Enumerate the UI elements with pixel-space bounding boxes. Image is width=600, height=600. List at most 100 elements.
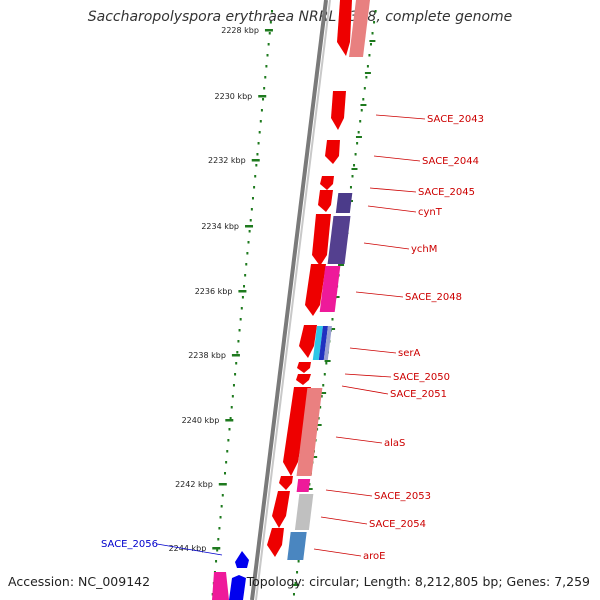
ruler-dot [225, 461, 228, 464]
gene-feature[interactable] [294, 494, 314, 530]
gene-feature[interactable] [229, 575, 246, 600]
gene-feature[interactable] [337, 0, 352, 56]
ruler-dot [323, 373, 326, 376]
gene-feature[interactable] [279, 476, 293, 490]
gene-feature[interactable] [305, 264, 326, 316]
ruler-dot [255, 164, 258, 167]
gene-label-leader [156, 543, 223, 556]
ruler-tick [315, 424, 322, 426]
gene-feature[interactable] [212, 572, 229, 600]
ruler-dot [369, 43, 372, 46]
scale-label: 2240 kbp [182, 416, 220, 425]
gene-label[interactable]: SACE_2043 [427, 114, 484, 125]
gene-feature[interactable] [318, 190, 333, 212]
gene-feature[interactable] [296, 388, 323, 476]
scale-label: 2242 kbp [175, 480, 213, 489]
ruler-dot [270, 10, 273, 13]
ruler-dot [297, 560, 300, 563]
ruler-dot [264, 76, 267, 79]
gene-label[interactable]: serA [398, 348, 420, 359]
gene-feature[interactable] [323, 326, 332, 360]
gene-feature[interactable] [297, 362, 311, 373]
gene-label[interactable]: SACE_2044 [422, 156, 479, 167]
gene-label[interactable]: SACE_2048 [405, 292, 462, 303]
ruler-tick [364, 72, 371, 74]
gene-feature[interactable] [296, 374, 311, 385]
ruler-dot [231, 395, 234, 398]
scale-tick [245, 225, 254, 228]
gene-feature[interactable] [312, 326, 323, 360]
scale-tick [231, 354, 240, 357]
ruler-dot [215, 560, 218, 563]
scale-label: 2232 kbp [208, 156, 246, 165]
scale-label: 2236 kbp [195, 287, 233, 296]
gene-label[interactable]: alaS [384, 438, 405, 449]
ruler-dot [269, 21, 272, 24]
ruler-dot [258, 131, 261, 134]
gene-label-leader [341, 385, 389, 395]
reverse-strand-genes [212, 551, 249, 600]
gene-label[interactable]: ychM [411, 244, 437, 255]
ruler-dot [236, 351, 239, 354]
gene-label-leader [344, 373, 392, 378]
ruler-dot [265, 65, 268, 68]
gene-label-leader [320, 516, 368, 525]
gene-label[interactable]: SACE_2056 [101, 539, 158, 550]
gene-labels: SACE_2043 SACE_2044 SACE_2045 cynT ychM SACE_… [101, 114, 484, 562]
ruler-dot [366, 65, 369, 68]
gene-label-leader [363, 242, 410, 250]
gene-feature[interactable] [267, 528, 284, 557]
gene-feature[interactable] [318, 326, 328, 360]
gene-label-leader [369, 187, 417, 193]
gene-label-leader [335, 436, 383, 444]
gene-feature[interactable] [283, 387, 311, 476]
gene-feature[interactable] [299, 325, 317, 358]
ruler-tick [360, 104, 367, 106]
gene-feature[interactable] [320, 176, 334, 190]
gene-feature[interactable] [335, 193, 353, 213]
ruler-dot [363, 87, 366, 90]
ruler-dot [371, 32, 374, 35]
scale-tick [212, 547, 221, 550]
gene-feature[interactable] [331, 91, 346, 130]
gene-label[interactable]: SACE_2051 [390, 389, 447, 400]
gene-label[interactable]: SACE_2050 [393, 372, 450, 383]
scale-tick [251, 159, 260, 162]
gene-label[interactable]: SACE_2053 [374, 491, 431, 502]
gene-label[interactable]: SACE_2045 [418, 187, 475, 198]
scale-label: 2238 kbp [188, 351, 226, 360]
ruler-dot [254, 175, 257, 178]
gene-feature[interactable] [319, 266, 341, 312]
ruler-tick [306, 488, 313, 490]
ruler-dot [259, 120, 262, 123]
ruler-dot [224, 472, 227, 475]
gene-feature[interactable] [272, 491, 290, 528]
gene-feature[interactable] [235, 551, 249, 568]
topology-text: Topology: circular; Length: 8,212,805 bp… [246, 574, 590, 589]
scale-tick [238, 290, 247, 293]
ruler-dot [260, 109, 263, 112]
ruler-dot [240, 307, 243, 310]
gene-feature[interactable] [325, 140, 340, 164]
gene-label[interactable]: SACE_2054 [369, 519, 426, 530]
gene-feature[interactable] [287, 532, 307, 560]
map-title: Saccharopolyspora erythraea NRRL 2338, c… [87, 9, 513, 25]
ruler-dot [319, 406, 322, 409]
gene-feature[interactable] [349, 0, 370, 57]
scale-labels: 2228 kbp 2230 kbp 2232 kbp 2234 kbp 2236 kbp… [169, 26, 273, 553]
ruler-dot [268, 32, 271, 35]
ruler-dot [238, 329, 241, 332]
gene-label[interactable]: aroE [363, 551, 385, 562]
gene-label[interactable]: cynT [418, 207, 443, 218]
gene-feature[interactable] [327, 216, 351, 264]
ruler-dot [217, 538, 220, 541]
gene-feature[interactable] [296, 479, 311, 492]
ruler-dot [331, 318, 334, 321]
scale-label: 2244 kbp [169, 544, 207, 553]
ruler-dot [368, 54, 371, 57]
gene-label-leader [375, 114, 426, 120]
ruler-dot [294, 582, 297, 585]
ruler-tick [329, 328, 336, 330]
gene-feature[interactable] [312, 214, 331, 266]
